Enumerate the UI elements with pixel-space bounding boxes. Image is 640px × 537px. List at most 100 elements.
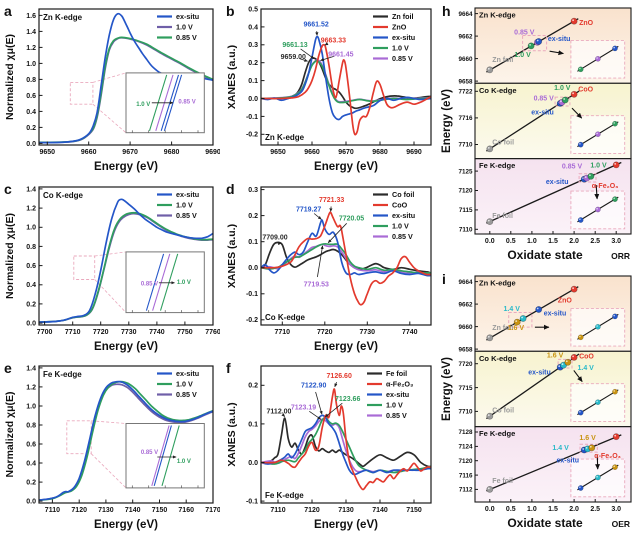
- panel-i: i Zn foil 1.4 V 1.6 V ex-situ ZnO 9658 9660 966…: [440, 271, 638, 535]
- svg-text:3.0: 3.0: [611, 506, 621, 513]
- svg-text:XANES (a.u.): XANES (a.u.): [226, 402, 238, 466]
- svg-text:0.0: 0.0: [248, 460, 258, 467]
- svg-text:0.0: 0.0: [248, 96, 258, 103]
- svg-text:ex-situ: ex-situ: [546, 179, 569, 186]
- svg-text:Zn foil: Zn foil: [392, 12, 414, 21]
- svg-text:ex-situ: ex-situ: [392, 211, 415, 220]
- svg-text:7120: 7120: [304, 507, 320, 514]
- svg-text:ex-situ: ex-situ: [392, 33, 415, 42]
- svg-text:7730: 7730: [121, 329, 137, 336]
- svg-text:Normalized χμ(E): Normalized χμ(E): [4, 213, 16, 299]
- svg-text:1.4: 1.4: [26, 29, 36, 36]
- svg-text:1.0 V: 1.0 V: [554, 85, 571, 92]
- svg-text:1.2: 1.2: [26, 384, 36, 391]
- svg-text:1.4: 1.4: [26, 186, 36, 193]
- svg-text:1.0 V: 1.0 V: [176, 380, 193, 389]
- chart-zn-normalized: 1.0 V 0.85 V 9650 9660 9670 9680 9690 0.0 0.2 0.4…: [2, 3, 221, 177]
- svg-text:0.85 V: 0.85 V: [534, 95, 555, 102]
- svg-text:7125: 7125: [458, 168, 473, 175]
- svg-text:-0.1: -0.1: [246, 291, 258, 298]
- svg-text:Co K-edge: Co K-edge: [479, 354, 517, 363]
- svg-text:0.5: 0.5: [506, 238, 516, 245]
- svg-text:0.0: 0.0: [26, 141, 36, 148]
- svg-text:1.6: 1.6: [26, 13, 36, 20]
- svg-text:0.4: 0.4: [26, 282, 36, 289]
- svg-text:7123.19: 7123.19: [291, 405, 316, 412]
- svg-text:0.4: 0.4: [26, 109, 36, 116]
- svg-text:ex-situ: ex-situ: [528, 370, 551, 377]
- svg-text:0.85 V: 0.85 V: [178, 100, 195, 106]
- svg-text:7124: 7124: [458, 444, 473, 451]
- svg-text:Fe foil: Fe foil: [492, 478, 513, 485]
- svg-text:1.0 V: 1.0 V: [176, 23, 193, 32]
- svg-text:0.85 V: 0.85 V: [514, 30, 535, 37]
- svg-text:7720: 7720: [93, 329, 109, 336]
- svg-text:7110: 7110: [45, 507, 60, 514]
- svg-text:0.5: 0.5: [506, 506, 516, 513]
- svg-text:1.0 V: 1.0 V: [177, 280, 191, 286]
- svg-text:Normalized χμ(E): Normalized χμ(E): [4, 34, 16, 120]
- svg-text:0.85 V: 0.85 V: [176, 390, 197, 399]
- panel-letter-e: e: [4, 360, 12, 376]
- svg-text:7721.33: 7721.33: [319, 197, 344, 204]
- svg-text:9661.52: 9661.52: [303, 22, 328, 29]
- svg-text:0.6: 0.6: [26, 441, 36, 448]
- svg-text:9680: 9680: [164, 149, 180, 156]
- svg-text:7150: 7150: [152, 507, 168, 514]
- svg-text:0.1: 0.1: [248, 239, 258, 246]
- svg-text:ex-situ: ex-situ: [176, 12, 199, 21]
- panel-letter-h: h: [442, 3, 451, 19]
- panel-letter-f: f: [226, 360, 231, 376]
- svg-text:7110: 7110: [270, 507, 285, 514]
- svg-text:0.6: 0.6: [26, 93, 36, 100]
- svg-text:7720: 7720: [317, 329, 333, 336]
- svg-text:ex-situ: ex-situ: [548, 36, 571, 43]
- chart-fe-normalized: 0.85 V 1.0 V 7110 7120 7130 7140 7150 7160 7170 0…: [2, 360, 221, 535]
- svg-text:7128: 7128: [458, 429, 473, 436]
- svg-text:0.1: 0.1: [248, 421, 258, 428]
- svg-text:ex-situ: ex-situ: [176, 190, 199, 199]
- svg-text:7710: 7710: [458, 142, 473, 149]
- svg-text:0.5: 0.5: [248, 6, 258, 13]
- svg-text:7120: 7120: [458, 458, 473, 465]
- svg-text:9660: 9660: [81, 149, 97, 156]
- svg-text:α-Fe₂O₃: α-Fe₂O₃: [386, 380, 413, 389]
- svg-text:0.3: 0.3: [248, 42, 258, 49]
- svg-text:0.8: 0.8: [26, 244, 36, 251]
- svg-text:9658: 9658: [458, 78, 473, 85]
- svg-text:CoO: CoO: [579, 354, 594, 361]
- svg-text:α-Fe₂O₃: α-Fe₂O₃: [592, 183, 619, 190]
- svg-text:0.2: 0.2: [26, 480, 36, 487]
- svg-text:Energy (eV): Energy (eV): [314, 341, 378, 353]
- svg-text:Co foil: Co foil: [392, 190, 414, 199]
- svg-text:ex-situ: ex-situ: [386, 390, 409, 399]
- svg-text:Normalized χμ(E): Normalized χμ(E): [4, 392, 16, 478]
- svg-text:-0.2: -0.2: [246, 132, 258, 139]
- panel-letter-b: b: [226, 3, 235, 19]
- svg-text:7110: 7110: [459, 227, 473, 234]
- svg-text:7140: 7140: [125, 507, 141, 514]
- svg-text:1.0 V: 1.0 V: [392, 44, 409, 53]
- svg-text:7710: 7710: [458, 409, 473, 416]
- svg-text:7760: 7760: [205, 329, 220, 336]
- svg-text:9670: 9670: [338, 149, 354, 156]
- svg-text:7120: 7120: [458, 188, 473, 195]
- panel-b: b 9650 9660 9670 9680 9690 -0.2 -0.1 0.0 0.1 0.2 0…: [224, 3, 438, 177]
- svg-text:0.0: 0.0: [485, 506, 495, 513]
- svg-text:9670: 9670: [122, 149, 138, 156]
- svg-text:9690: 9690: [406, 149, 422, 156]
- svg-text:Co foil: Co foil: [492, 407, 514, 414]
- svg-text:-0.1: -0.1: [246, 114, 258, 121]
- svg-text:7116: 7116: [459, 472, 473, 479]
- svg-text:ZnO: ZnO: [392, 23, 407, 32]
- svg-text:1.2: 1.2: [26, 206, 36, 213]
- svg-text:1.0: 1.0: [26, 225, 36, 232]
- svg-text:ex-situ: ex-situ: [176, 369, 199, 378]
- svg-text:7150: 7150: [406, 507, 422, 514]
- svg-text:Oxidate state: Oxidate state: [507, 248, 583, 262]
- svg-text:CoO: CoO: [392, 201, 408, 210]
- svg-text:2.0: 2.0: [569, 506, 579, 513]
- svg-text:OER: OER: [612, 519, 630, 529]
- svg-text:ex-situ: ex-situ: [531, 110, 554, 117]
